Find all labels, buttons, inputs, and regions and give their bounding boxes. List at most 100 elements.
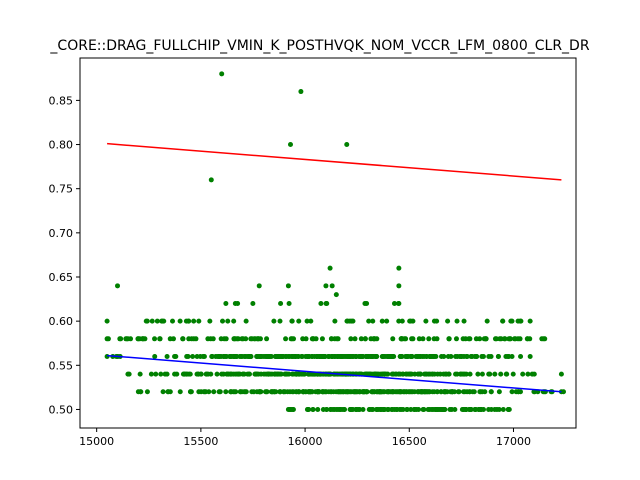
data-point <box>486 406 492 412</box>
data-point <box>520 371 526 377</box>
data-point <box>403 389 409 395</box>
data-point <box>303 353 309 359</box>
data-point <box>408 371 414 377</box>
y-tick-label: 0.70 <box>49 227 74 240</box>
data-point <box>332 318 338 324</box>
data-point <box>369 389 375 395</box>
data-point <box>394 406 400 412</box>
data-point <box>397 353 403 359</box>
data-point <box>271 318 277 324</box>
data-point <box>194 371 200 377</box>
data-point <box>144 389 150 395</box>
data-point <box>338 353 344 359</box>
data-point <box>452 406 458 412</box>
data-point <box>289 318 295 324</box>
data-point <box>172 371 178 377</box>
data-point <box>433 353 439 359</box>
data-point <box>278 371 284 377</box>
data-point <box>496 406 502 412</box>
data-point <box>280 353 286 359</box>
data-point <box>243 318 249 324</box>
data-point <box>468 406 474 412</box>
lower-trend-line <box>107 354 562 393</box>
data-point <box>194 353 200 359</box>
data-point <box>271 389 277 395</box>
data-point <box>415 389 421 395</box>
data-point <box>434 389 440 395</box>
data-point <box>291 336 297 342</box>
data-point <box>304 318 310 324</box>
data-point <box>423 318 429 324</box>
data-point <box>221 353 227 359</box>
data-point <box>277 318 283 324</box>
data-point <box>135 336 141 342</box>
data-point <box>429 389 435 395</box>
data-point <box>294 389 300 395</box>
data-point <box>370 318 376 324</box>
data-point <box>227 353 233 359</box>
data-point <box>425 371 431 377</box>
data-point <box>508 318 514 324</box>
data-point <box>177 318 183 324</box>
data-point <box>254 389 260 395</box>
data-point <box>400 406 406 412</box>
data-point <box>158 371 164 377</box>
data-point <box>417 353 423 359</box>
data-point <box>352 336 358 342</box>
data-point <box>332 336 338 342</box>
data-point <box>258 389 264 395</box>
data-point <box>196 318 202 324</box>
data-point <box>384 318 390 324</box>
x-tick-label: 16500 <box>392 435 427 448</box>
data-point <box>303 336 309 342</box>
trend-lines-layer <box>107 142 562 393</box>
data-point <box>475 371 481 377</box>
data-point <box>266 353 272 359</box>
data-point <box>242 389 248 395</box>
data-point <box>450 389 456 395</box>
data-point <box>343 389 349 395</box>
data-point <box>198 389 204 395</box>
data-point <box>404 406 410 412</box>
data-point <box>220 318 226 324</box>
data-point <box>527 336 533 342</box>
data-point <box>379 353 385 359</box>
data-point <box>453 353 459 359</box>
data-point <box>300 371 306 377</box>
data-point <box>182 371 188 377</box>
data-point <box>461 318 467 324</box>
data-point <box>460 371 466 377</box>
data-point <box>255 336 261 342</box>
data-point <box>184 353 190 359</box>
data-point <box>137 389 143 395</box>
data-point <box>396 283 402 289</box>
data-point <box>461 406 467 412</box>
data-point <box>273 371 279 377</box>
data-point <box>322 353 328 359</box>
data-point <box>207 318 213 324</box>
data-point <box>347 318 353 324</box>
data-point <box>317 353 323 359</box>
data-point <box>412 406 418 412</box>
data-point <box>225 371 231 377</box>
data-point <box>162 371 168 377</box>
data-point <box>327 265 333 271</box>
data-point <box>239 336 245 342</box>
data-point <box>305 406 311 412</box>
data-point <box>250 300 256 306</box>
data-point <box>237 389 243 395</box>
data-point <box>364 389 370 395</box>
data-point <box>362 300 368 306</box>
data-point <box>315 406 321 412</box>
data-point <box>531 371 537 377</box>
data-point <box>223 389 229 395</box>
data-point <box>467 336 473 342</box>
data-point <box>231 318 237 324</box>
data-point <box>506 336 512 342</box>
x-tick-label: 15500 <box>183 435 218 448</box>
data-point <box>308 371 314 377</box>
data-point <box>463 353 469 359</box>
data-point <box>431 318 437 324</box>
data-point <box>416 336 422 342</box>
data-point <box>327 406 333 412</box>
